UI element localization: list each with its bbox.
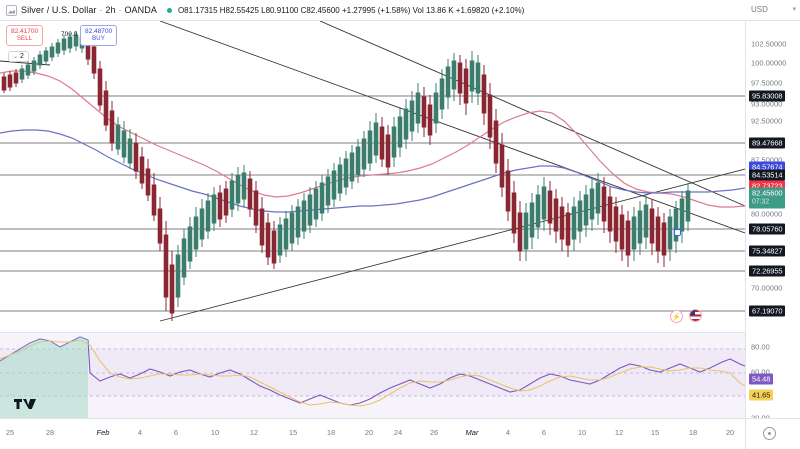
price-pill: 78.05760 (749, 223, 786, 235)
time-tick: 28 (45, 428, 55, 437)
time-tick: Mar (465, 428, 479, 437)
time-tick: 12 (249, 428, 259, 437)
tradingview-logo-icon (14, 399, 36, 412)
time-tick: 4 (505, 428, 511, 437)
price-scale-caret-icon[interactable]: ▾ (792, 6, 796, 13)
sell-order-side: SELL (16, 35, 33, 42)
time-tick: 15 (650, 428, 660, 437)
downtrend-line-upper[interactable] (159, 21, 745, 234)
time-axis[interactable]: 25 28 Feb 4 6 10 12 15 18 20 24 26 Mar 4 6 10 12 15 18 20 (0, 418, 800, 449)
oscillator-tick: 60.00 (751, 367, 770, 377)
oscillator-fill-area (0, 337, 88, 418)
buy-order-side: BUY (92, 35, 106, 42)
time-tick: 26 (429, 428, 439, 437)
price-scale-unit: USD (751, 5, 768, 14)
status-dot (166, 7, 172, 13)
price-tick: 80.00000 (751, 209, 783, 219)
oscillator-tick: 80.00 (751, 342, 770, 352)
time-tick: 6 (173, 428, 179, 437)
position-size-value: 2 (20, 53, 24, 60)
oscillator-d-line (0, 339, 745, 407)
price-pill-value: 78.05760 (752, 224, 783, 234)
alert-badge-icon[interactable]: ⚡ (670, 310, 683, 323)
chevron-down-icon: ⌄ (13, 54, 19, 60)
position-size-box[interactable]: ⌄ 2 (8, 51, 29, 62)
line-handle-dot[interactable] (674, 229, 681, 236)
price-chart-pane[interactable]: 82.41700 SELL 700.0 82.48700 BUY ⌄ 2 ⚡ (0, 21, 745, 331)
time-tick: 10 (210, 428, 220, 437)
price-pill-value: 67.19070 (752, 306, 783, 316)
oscillator-band (0, 349, 745, 396)
price-pill-value: 84.57674 (752, 162, 783, 172)
ohlc-values: O81.17315 H82.55425 L80.91100 C82.45600 … (177, 5, 525, 15)
time-tick: 25 (5, 428, 15, 437)
bar-countdown-timer: 07:32 (752, 198, 770, 206)
ma-line-blue (0, 129, 745, 213)
price-pill-value: 82.45600 (752, 188, 783, 198)
time-tick: 4 (137, 428, 143, 437)
us-flag-badge-icon[interactable] (689, 309, 702, 322)
time-tick: 18 (688, 428, 698, 437)
price-pill-value: 84.53514 (752, 170, 783, 180)
trendlines (0, 21, 745, 322)
price-pill: 82.73723 (749, 180, 786, 192)
price-tick: 93.00000 (751, 99, 783, 109)
downtrend-line-mid[interactable] (319, 21, 745, 207)
lightning-icon: ⚡ (672, 313, 681, 321)
price-chart-svg (0, 21, 745, 322)
oscillator-svg (0, 333, 745, 418)
sell-order-price: 82.41700 (11, 28, 39, 35)
time-tick: 12 (614, 428, 624, 437)
time-tick: 20 (725, 428, 735, 437)
price-pill-value: 72.26955 (752, 266, 783, 276)
time-tick: 6 (541, 428, 547, 437)
price-pill: 95.83008 (749, 90, 786, 102)
price-scale[interactable]: USD ▾ 102.50000 100.00000 97.50000 93.00000… (745, 5, 800, 423)
price-pill-value: 89.47668 (752, 138, 783, 148)
price-pill: 82.45600 07:32 (749, 187, 786, 209)
header-separator-1: · (99, 5, 103, 15)
price-pill-value: 82.73723 (752, 181, 783, 191)
price-tick: 92.50000 (751, 116, 783, 126)
time-tick: 18 (326, 428, 336, 437)
interval-label[interactable]: 2h (105, 5, 116, 15)
us-flag-icon (690, 310, 701, 321)
chart-symbol-icon (6, 4, 17, 16)
symbol-title[interactable]: Silver / U.S. Dollar (21, 5, 97, 15)
oscillator-pill: 54.48 (749, 373, 774, 385)
exchange-label[interactable]: OANDA (124, 5, 157, 15)
price-pill-value: 75.34827 (752, 246, 783, 256)
price-tick: 102.50000 (751, 39, 787, 49)
chart-header: Silver / U.S. Dollar · 2h · OANDA O81.17… (0, 0, 800, 21)
price-tick: 100.00000 (751, 58, 787, 68)
price-pill: 67.19070 (749, 305, 786, 317)
price-pill: 75.34827 (749, 245, 786, 257)
oscillator-pane[interactable] (0, 332, 745, 418)
oscillator-k-line (0, 336, 745, 406)
price-pill: 84.57674 (749, 161, 786, 173)
price-tick: 87.50000 (751, 155, 783, 165)
time-tick: 15 (288, 428, 298, 437)
buy-order-label[interactable]: 82.48700 BUY (80, 25, 118, 46)
sell-order-label[interactable]: 82.41700 SELL (6, 25, 44, 46)
candlestick-series (1, 31, 691, 321)
time-axis-separator (745, 419, 746, 449)
clock-icon[interactable] (763, 427, 776, 440)
price-pill-value: 95.83008 (752, 91, 783, 101)
header-separator-2: · (118, 5, 122, 15)
buy-order-price: 82.48700 (85, 28, 113, 35)
price-tick: 70.00000 (751, 283, 783, 293)
price-tick: 97.50000 (751, 78, 783, 88)
time-tick: Feb (96, 428, 110, 437)
time-tick: 10 (577, 428, 587, 437)
time-tick: 20 (364, 428, 374, 437)
price-pill: 72.26955 (749, 265, 786, 277)
price-pill: 89.47668 (749, 137, 786, 149)
order-quantity[interactable]: 700.0 (61, 31, 78, 38)
time-tick: 24 (393, 428, 403, 437)
uptrend-line[interactable] (159, 168, 745, 322)
price-pill: 84.53514 (749, 169, 786, 181)
oscillator-pill: 41.65 (749, 389, 774, 401)
